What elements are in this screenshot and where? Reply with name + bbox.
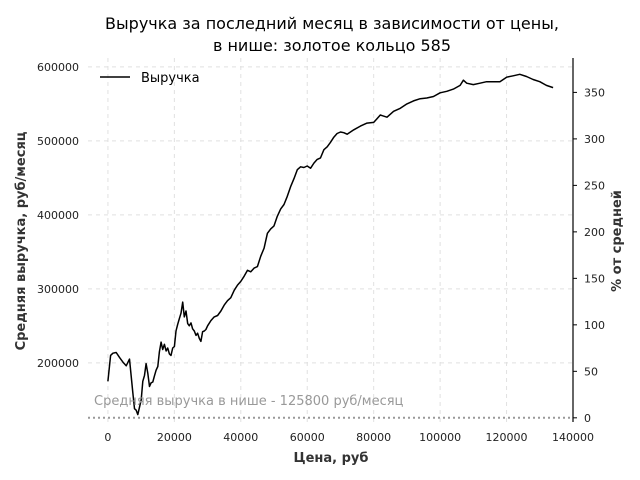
legend-label: Выручка	[141, 71, 200, 86]
legend: Выручка	[100, 71, 200, 86]
y2-tick-label: 100	[584, 319, 605, 332]
x-tick-label: 40000	[223, 431, 258, 444]
x-tick-label: 120000	[486, 431, 528, 444]
y2-tick-label: 300	[584, 133, 605, 146]
y-tick-label: 300000	[37, 283, 79, 296]
y2-tick-label: 250	[584, 179, 605, 192]
y-tick-label: 200000	[37, 357, 79, 370]
y2-axis-label: % от средней	[610, 190, 625, 292]
y2-tick-label: 0	[584, 412, 591, 425]
average-annotation: Средняя выручка в нише - 125800 руб/меся…	[94, 394, 404, 409]
y2-tick-label: 350	[584, 86, 605, 99]
x-axis-label: Цена, руб	[294, 451, 369, 466]
y2-tick-label: 50	[584, 365, 598, 378]
x-tick-label: 0	[104, 431, 111, 444]
x-tick-label: 140000	[552, 431, 594, 444]
y-axis-label: Средняя выручка, руб/месяц	[14, 131, 29, 350]
chart-title-line2: в нише: золотое кольцо 585	[213, 36, 451, 55]
y2-tick-label: 150	[584, 272, 605, 285]
x-tick-label: 80000	[356, 431, 391, 444]
chart-title-line1: Выручка за последний месяц в зависимости…	[105, 14, 559, 33]
series-layer	[107, 73, 554, 416]
grid	[88, 58, 574, 422]
x-tick-label: 20000	[157, 431, 192, 444]
y-tick-label: 500000	[37, 135, 79, 148]
ticks: 0 20000 40000 60000 80000 100000 120000 140000 2…	[37, 61, 605, 444]
x-tick-label: 100000	[419, 431, 461, 444]
y-tick-label: 400000	[37, 209, 79, 222]
series-line-revenue	[107, 73, 554, 416]
y-tick-label: 600000	[37, 61, 79, 74]
x-tick-label: 60000	[290, 431, 325, 444]
y2-tick-label: 200	[584, 226, 605, 239]
